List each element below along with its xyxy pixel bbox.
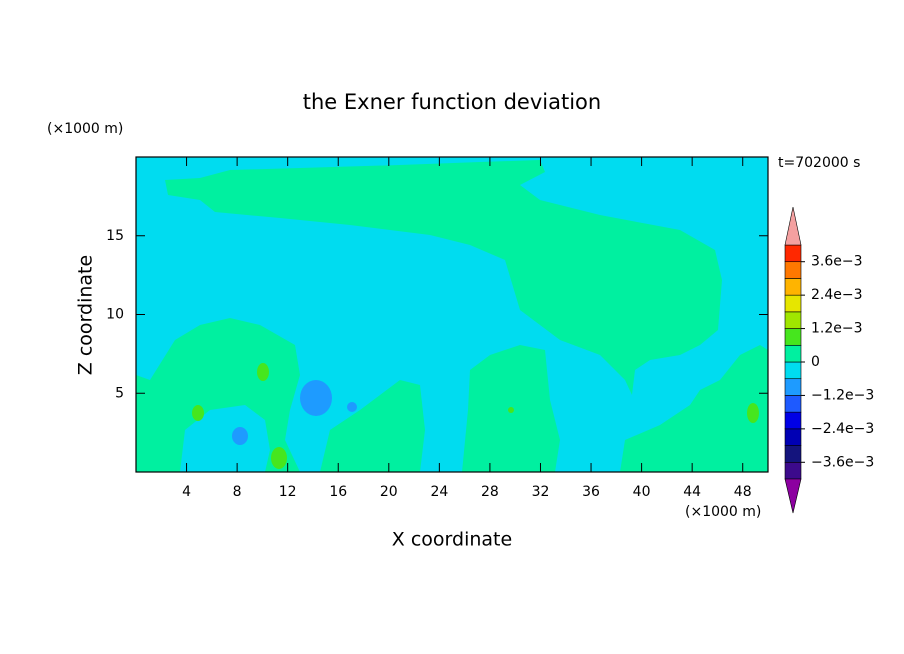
- x-tick-label: 16: [329, 484, 347, 500]
- colorbar-tick-label: −1.2e−3: [811, 387, 874, 403]
- contour-region: [347, 402, 357, 412]
- chart-title: the Exner function deviation: [303, 90, 601, 114]
- x-tick-label: 4: [182, 484, 191, 500]
- contour-region: [271, 447, 287, 469]
- x-unit: (×1000 m): [685, 504, 761, 520]
- colorbar-tick-label: 2.4e−3: [811, 287, 863, 303]
- y-tick-label: 5: [115, 385, 124, 401]
- colorbar-box: [784, 395, 802, 413]
- colorbar-box: [784, 328, 802, 346]
- x-tick-label: 32: [532, 484, 550, 500]
- x-tick-label: 12: [279, 484, 297, 500]
- colorbar-box: [784, 445, 802, 463]
- contour-region: [320, 380, 425, 472]
- contour-region: [747, 403, 759, 423]
- x-tick-label: 8: [233, 484, 242, 500]
- contour-region: [180, 405, 270, 472]
- x-tick-label: 48: [734, 484, 752, 500]
- contour-region: [165, 160, 722, 395]
- colorbar-tick-label: −2.4e−3: [811, 421, 874, 437]
- colorbar-box: [784, 428, 802, 446]
- colorbar-tick-label: −3.6e−3: [811, 454, 874, 470]
- x-tick-label: 44: [683, 484, 701, 500]
- colorbar-tick-label: 3.6e−3: [811, 254, 863, 270]
- x-tick-label: 28: [481, 484, 499, 500]
- colorbar-extend: [784, 478, 802, 514]
- y-tick-label: 10: [106, 307, 124, 323]
- colorbar-tick-label: 1.2e−3: [811, 321, 863, 337]
- time-label: t=702000 s: [778, 155, 860, 171]
- x-tick-label: 40: [633, 484, 651, 500]
- colorbar-box: [784, 378, 802, 396]
- x-tick-label: 20: [380, 484, 398, 500]
- contour-field: [136, 157, 768, 472]
- colorbar-box: [784, 344, 802, 363]
- y-tick-label: 15: [106, 228, 124, 244]
- y-axis-title: Z coordinate: [75, 255, 97, 375]
- contour-region: [257, 363, 269, 381]
- y-unit: (×1000 m): [47, 121, 123, 137]
- colorbar-box: [784, 278, 802, 296]
- contour-region: [192, 405, 204, 421]
- contour-region: [300, 380, 332, 416]
- x-axis-title: X coordinate: [392, 529, 512, 551]
- colorbar-box: [784, 461, 802, 480]
- colorbar-box: [784, 294, 802, 313]
- colorbar-box: [784, 311, 802, 329]
- colorbar-box: [784, 411, 802, 430]
- colorbar-box: [784, 261, 802, 279]
- colorbar-box: [784, 244, 802, 263]
- colorbar-extend: [784, 206, 802, 246]
- colorbar-tick-label: 0: [811, 354, 820, 370]
- x-tick-label: 24: [430, 484, 448, 500]
- colorbar-box: [784, 361, 802, 380]
- x-tick-label: 36: [582, 484, 600, 500]
- contour-region: [508, 407, 514, 413]
- contour-region: [232, 427, 248, 445]
- contour-region: [620, 345, 768, 472]
